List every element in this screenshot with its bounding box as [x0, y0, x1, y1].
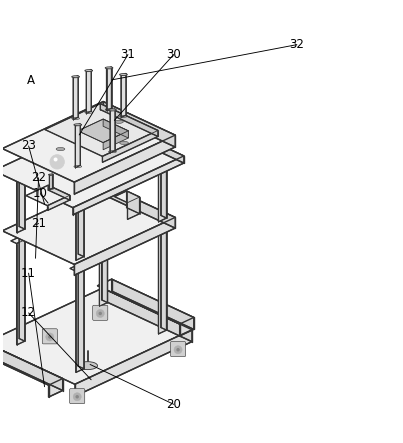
Polygon shape [153, 156, 166, 162]
Polygon shape [0, 288, 192, 384]
Polygon shape [100, 104, 158, 136]
Polygon shape [19, 237, 25, 341]
Text: 20: 20 [166, 398, 181, 411]
Polygon shape [127, 197, 139, 219]
Ellipse shape [120, 141, 129, 144]
Text: 23: 23 [21, 140, 36, 152]
Polygon shape [75, 124, 80, 167]
FancyBboxPatch shape [42, 329, 57, 344]
Polygon shape [158, 229, 166, 334]
Text: 12: 12 [21, 307, 36, 319]
Ellipse shape [72, 76, 79, 78]
Polygon shape [0, 340, 62, 391]
Polygon shape [26, 185, 70, 206]
Polygon shape [93, 198, 108, 205]
Circle shape [50, 155, 64, 169]
Polygon shape [0, 119, 184, 208]
Polygon shape [11, 167, 25, 173]
Circle shape [177, 349, 179, 351]
Polygon shape [50, 174, 52, 190]
Polygon shape [74, 135, 175, 194]
Polygon shape [73, 76, 78, 120]
Polygon shape [17, 170, 25, 233]
Polygon shape [70, 194, 84, 201]
Polygon shape [102, 198, 108, 303]
Text: 32: 32 [289, 38, 304, 51]
Text: 21: 21 [31, 217, 46, 230]
Text: 11: 11 [21, 267, 36, 280]
Polygon shape [114, 191, 139, 203]
FancyBboxPatch shape [170, 342, 186, 357]
Ellipse shape [114, 120, 123, 123]
FancyBboxPatch shape [93, 305, 108, 320]
Ellipse shape [56, 148, 65, 151]
Polygon shape [78, 264, 84, 369]
Ellipse shape [105, 67, 113, 69]
Polygon shape [78, 194, 84, 256]
Text: 30: 30 [166, 48, 181, 61]
Polygon shape [100, 131, 108, 194]
Polygon shape [11, 237, 25, 244]
Polygon shape [75, 330, 192, 396]
Circle shape [99, 312, 101, 315]
Polygon shape [45, 104, 158, 156]
Ellipse shape [78, 361, 98, 369]
Polygon shape [153, 226, 166, 233]
Circle shape [174, 346, 182, 354]
Ellipse shape [108, 109, 116, 111]
Polygon shape [86, 70, 91, 113]
Polygon shape [48, 379, 62, 397]
Polygon shape [104, 119, 184, 163]
Polygon shape [161, 226, 166, 330]
Polygon shape [102, 131, 158, 162]
Polygon shape [70, 264, 84, 271]
Polygon shape [102, 128, 108, 190]
Polygon shape [19, 167, 25, 229]
Ellipse shape [74, 124, 82, 126]
Polygon shape [48, 195, 70, 210]
Circle shape [96, 309, 104, 318]
Polygon shape [76, 268, 84, 373]
Polygon shape [127, 191, 139, 214]
Polygon shape [2, 184, 175, 264]
Text: 31: 31 [120, 48, 135, 61]
Polygon shape [48, 185, 70, 200]
Circle shape [76, 396, 78, 398]
Polygon shape [2, 101, 175, 182]
Polygon shape [98, 279, 194, 324]
Polygon shape [103, 184, 175, 228]
Ellipse shape [48, 174, 54, 175]
Text: 10: 10 [33, 187, 48, 200]
FancyBboxPatch shape [70, 389, 85, 404]
Polygon shape [78, 119, 128, 143]
Circle shape [46, 333, 54, 341]
Text: 22: 22 [31, 171, 46, 184]
Circle shape [49, 336, 51, 338]
Polygon shape [110, 109, 115, 153]
Polygon shape [106, 67, 112, 111]
Ellipse shape [85, 70, 93, 72]
Polygon shape [161, 156, 166, 218]
Polygon shape [103, 119, 128, 138]
Circle shape [54, 158, 58, 161]
Circle shape [73, 392, 81, 401]
Polygon shape [0, 340, 62, 385]
Polygon shape [112, 279, 194, 329]
Polygon shape [100, 201, 108, 307]
Polygon shape [93, 128, 108, 135]
Text: A: A [27, 74, 35, 87]
Ellipse shape [120, 74, 127, 76]
Polygon shape [76, 197, 84, 260]
Polygon shape [158, 159, 166, 222]
Polygon shape [17, 240, 25, 345]
Polygon shape [103, 131, 128, 150]
Polygon shape [180, 318, 194, 336]
Polygon shape [73, 156, 184, 215]
Polygon shape [103, 101, 175, 147]
Polygon shape [102, 288, 192, 342]
Polygon shape [121, 74, 126, 117]
Polygon shape [74, 218, 175, 275]
